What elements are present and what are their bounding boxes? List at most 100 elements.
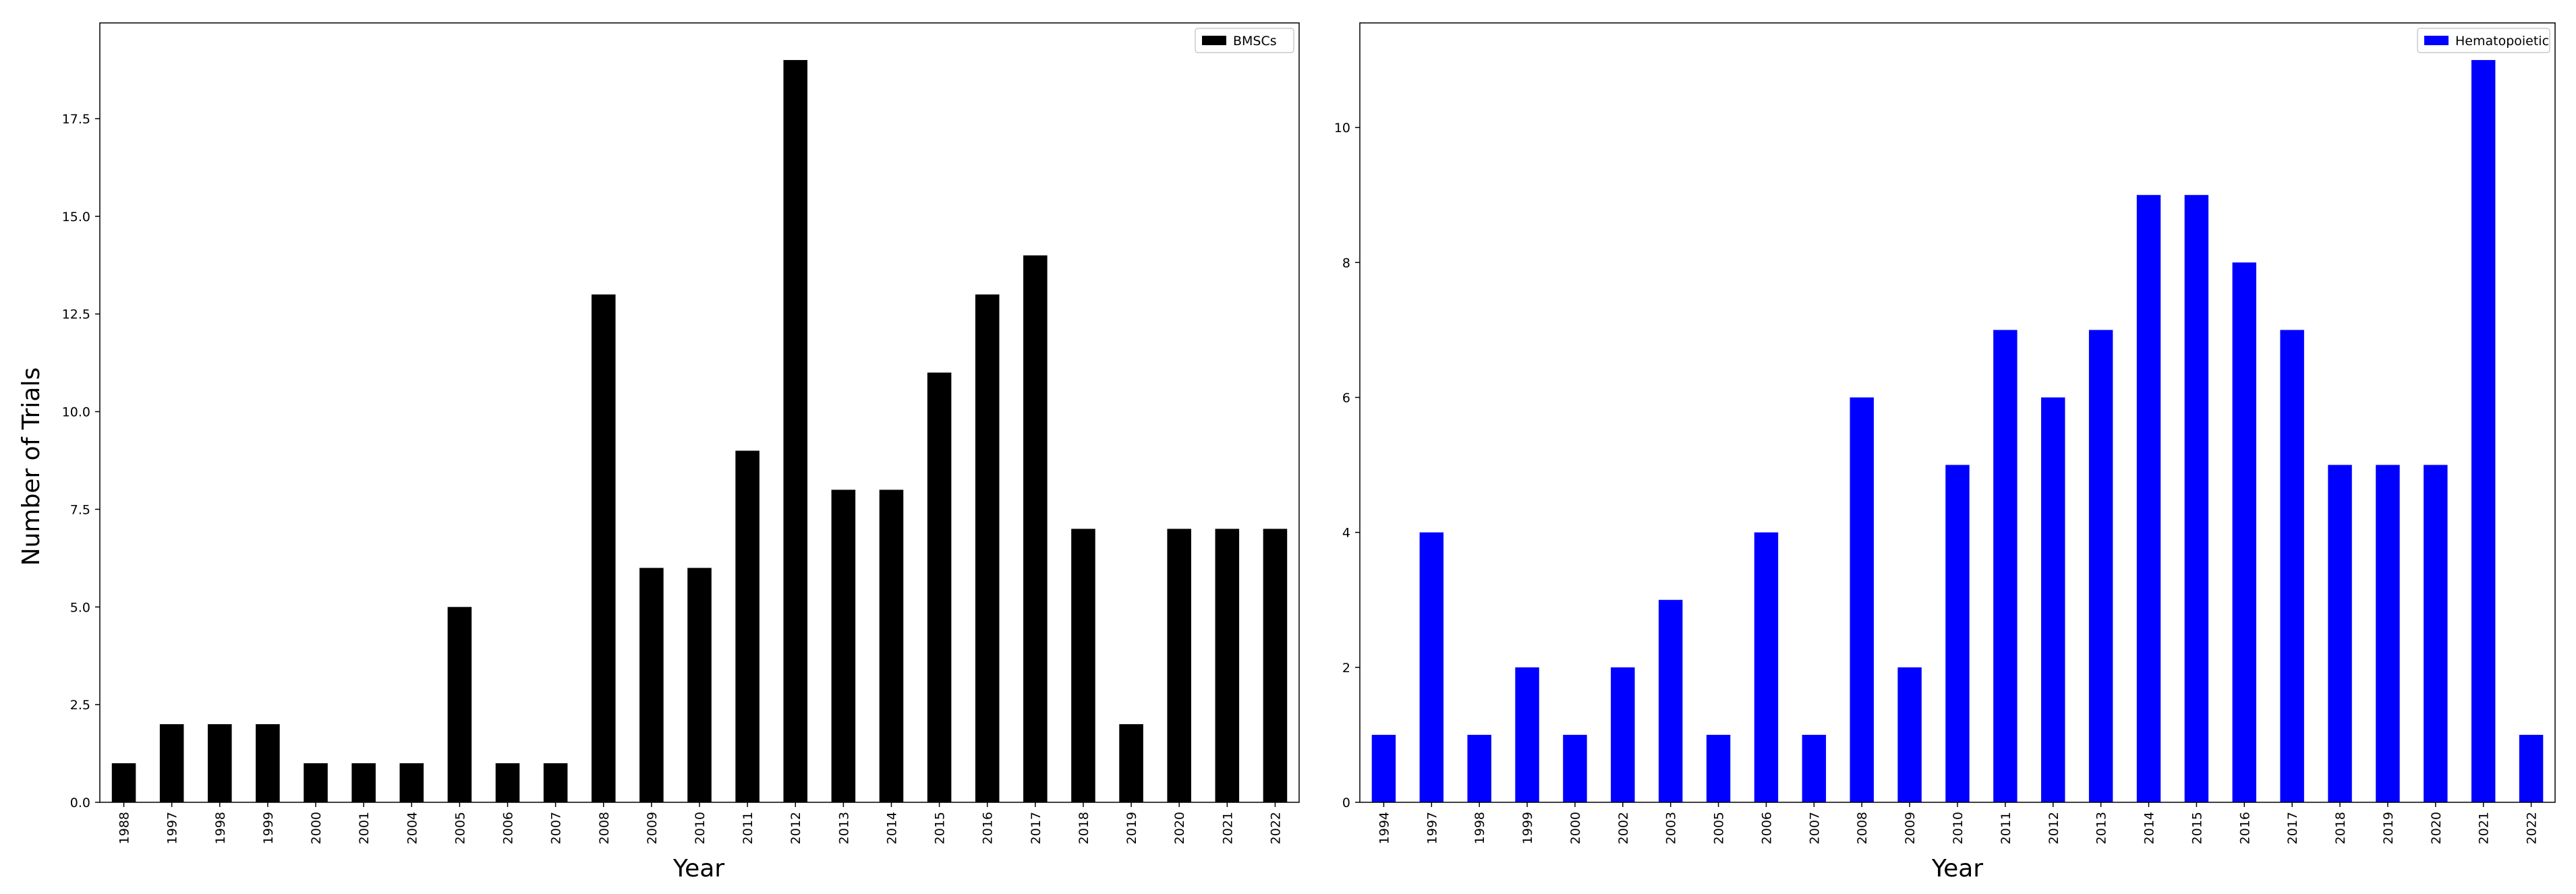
bar bbox=[1706, 734, 1731, 802]
bar bbox=[1802, 734, 1827, 802]
bar bbox=[1611, 667, 1635, 802]
x-tick-label: 2017 bbox=[1029, 812, 1043, 844]
x-axis-title: Year bbox=[1931, 855, 1983, 883]
bar bbox=[543, 763, 568, 802]
bar bbox=[1263, 529, 1288, 802]
plot-frame bbox=[1359, 22, 2556, 803]
bar bbox=[1754, 532, 1779, 802]
bar bbox=[1371, 734, 1396, 802]
x-tick-label: 1997 bbox=[1425, 812, 1439, 844]
x-tick-label: 1998 bbox=[1472, 812, 1487, 844]
y-axis-title: Number of Trials bbox=[18, 367, 45, 566]
bar bbox=[1167, 529, 1191, 802]
y-tick-label: 5.0 bbox=[70, 600, 90, 615]
x-tick-label: 2007 bbox=[549, 812, 564, 844]
x-tick-label: 2008 bbox=[597, 812, 612, 844]
x-tick-label: 2008 bbox=[1855, 812, 1870, 844]
y-tick-label: 12.5 bbox=[62, 307, 90, 322]
bar bbox=[1850, 397, 1874, 802]
bar bbox=[735, 450, 760, 802]
bar bbox=[111, 763, 136, 802]
x-tick-label: 2016 bbox=[2237, 812, 2252, 844]
bar bbox=[1515, 667, 1539, 802]
x-tick-label: 2009 bbox=[1903, 812, 1918, 844]
bar bbox=[927, 372, 952, 802]
y-tick-label: 2 bbox=[1342, 661, 1350, 676]
bar bbox=[2519, 734, 2544, 802]
x-tick-label: 2001 bbox=[357, 812, 372, 844]
x-tick-label: 2018 bbox=[2333, 812, 2348, 844]
x-tick-label: 2004 bbox=[405, 812, 420, 844]
bar bbox=[2376, 465, 2400, 802]
x-tick-label: 2015 bbox=[933, 812, 948, 844]
x-tick-label: 2007 bbox=[1807, 812, 1822, 844]
bar bbox=[1419, 532, 1444, 802]
y-tick-label: 6 bbox=[1342, 390, 1350, 405]
x-tick-label: 2015 bbox=[2189, 812, 2204, 844]
x-tick-label: 2018 bbox=[1077, 812, 1091, 844]
bar bbox=[1897, 667, 1922, 802]
bar bbox=[975, 294, 1000, 802]
y-tick-label: 0.0 bbox=[70, 796, 90, 810]
y-tick-label: 2.5 bbox=[70, 698, 90, 713]
x-tick-label: 2002 bbox=[1616, 812, 1631, 844]
y-tick-label: 8 bbox=[1342, 256, 1350, 270]
bar bbox=[2184, 195, 2209, 802]
x-tick-label: 2006 bbox=[501, 812, 516, 844]
x-tick-label: 2003 bbox=[1664, 812, 1679, 844]
x-tick-label: 2000 bbox=[309, 812, 324, 844]
x-tick-label: 2020 bbox=[1172, 812, 1187, 844]
x-tick-label: 1997 bbox=[165, 812, 180, 844]
bar bbox=[1119, 724, 1143, 802]
x-tick-label: 1999 bbox=[1520, 812, 1535, 844]
bar bbox=[1467, 734, 1491, 802]
y-tick-label: 15.0 bbox=[62, 210, 90, 225]
bar bbox=[256, 724, 280, 802]
x-tick-label: 2022 bbox=[1268, 812, 1283, 844]
bar bbox=[687, 568, 712, 802]
x-tick-label: 2005 bbox=[453, 812, 467, 844]
bar bbox=[208, 724, 232, 802]
bar bbox=[831, 489, 856, 802]
bar bbox=[639, 568, 664, 802]
plot-frame bbox=[99, 22, 1300, 803]
x-tick-label: 2014 bbox=[884, 812, 899, 844]
bar bbox=[304, 763, 328, 802]
bar bbox=[399, 763, 424, 802]
x-tick-label: 2009 bbox=[645, 812, 660, 844]
legend-swatch bbox=[2424, 36, 2449, 45]
bar bbox=[351, 763, 376, 802]
legend-box bbox=[2417, 28, 2550, 53]
y-tick-label: 4 bbox=[1342, 526, 1350, 541]
bar bbox=[2136, 195, 2161, 802]
x-tick-label: 2010 bbox=[693, 812, 708, 844]
x-tick-label: 2019 bbox=[1124, 812, 1139, 844]
x-tick-label: 2017 bbox=[2285, 812, 2300, 844]
bar bbox=[159, 724, 184, 802]
x-tick-label: 2011 bbox=[741, 812, 755, 844]
bar bbox=[2424, 465, 2448, 802]
bar bbox=[1071, 529, 1095, 802]
x-tick-label: 2022 bbox=[2525, 812, 2540, 844]
bar bbox=[879, 489, 904, 802]
y-tick-label: 10 bbox=[1334, 121, 1350, 136]
bar bbox=[495, 763, 520, 802]
bar bbox=[2041, 397, 2065, 802]
bar bbox=[447, 607, 472, 802]
legend-box bbox=[1195, 28, 1294, 53]
hematopoietic-chart: Year 1994 1997 1998 1999 2000 2002 2003 2005 200… bbox=[1334, 22, 2556, 883]
y-tick-label: 7.5 bbox=[70, 502, 90, 517]
x-tick-label: 1994 bbox=[1377, 812, 1392, 844]
x-tick-label: 2000 bbox=[1568, 812, 1583, 844]
x-tick-label: 2012 bbox=[2047, 812, 2061, 844]
bar bbox=[1659, 599, 1683, 802]
legend-label: BMSCs bbox=[1233, 34, 1277, 49]
x-tick-label: 1988 bbox=[117, 812, 132, 844]
y-tick-label: 0 bbox=[1342, 796, 1350, 810]
bar bbox=[783, 60, 808, 803]
bar bbox=[591, 294, 616, 802]
x-tick-label: 2012 bbox=[789, 812, 803, 844]
bar bbox=[1215, 529, 1240, 802]
x-tick-label: 2020 bbox=[2429, 812, 2444, 844]
